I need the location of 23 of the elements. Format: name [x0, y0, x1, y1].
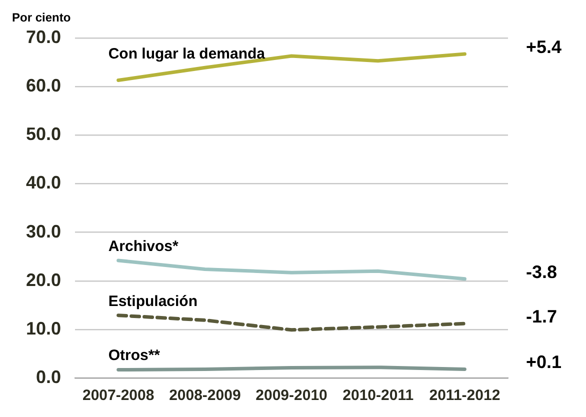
- text: +0.1: [526, 352, 562, 372]
- series-label: Otros**: [108, 346, 160, 364]
- y-tick-label: 10.0: [26, 318, 62, 338]
- y-axis-title: Por ciento: [12, 10, 71, 24]
- series-label: Con lugar la demanda: [108, 45, 266, 62]
- text: -1.7: [526, 306, 558, 327]
- y-tick-label: 0.0: [36, 366, 62, 387]
- series-label: Estipulación: [108, 292, 198, 310]
- y-tick-label: 60.0: [26, 76, 62, 96]
- x-tick-label: 2007-2008: [82, 387, 154, 404]
- y-tick-label: 30.0: [26, 221, 62, 242]
- y-tick-label: 70.0: [26, 26, 62, 47]
- y-tick-label: 50.0: [26, 124, 62, 144]
- x-tick-label: 2009-2010: [256, 387, 328, 404]
- y-tick-label: 40.0: [26, 172, 62, 193]
- line-series: [116, 314, 466, 332]
- y-tick-label: 20.0: [26, 270, 62, 290]
- series-label: Archivos*: [108, 238, 179, 256]
- x-tick-label: 2008-2009: [169, 387, 241, 404]
- x-tick-label: 2010-2011: [342, 387, 414, 404]
- text: +5.4: [526, 36, 562, 57]
- x-tick-label: 2011-2012: [429, 387, 500, 404]
- text: -3.8: [526, 262, 558, 282]
